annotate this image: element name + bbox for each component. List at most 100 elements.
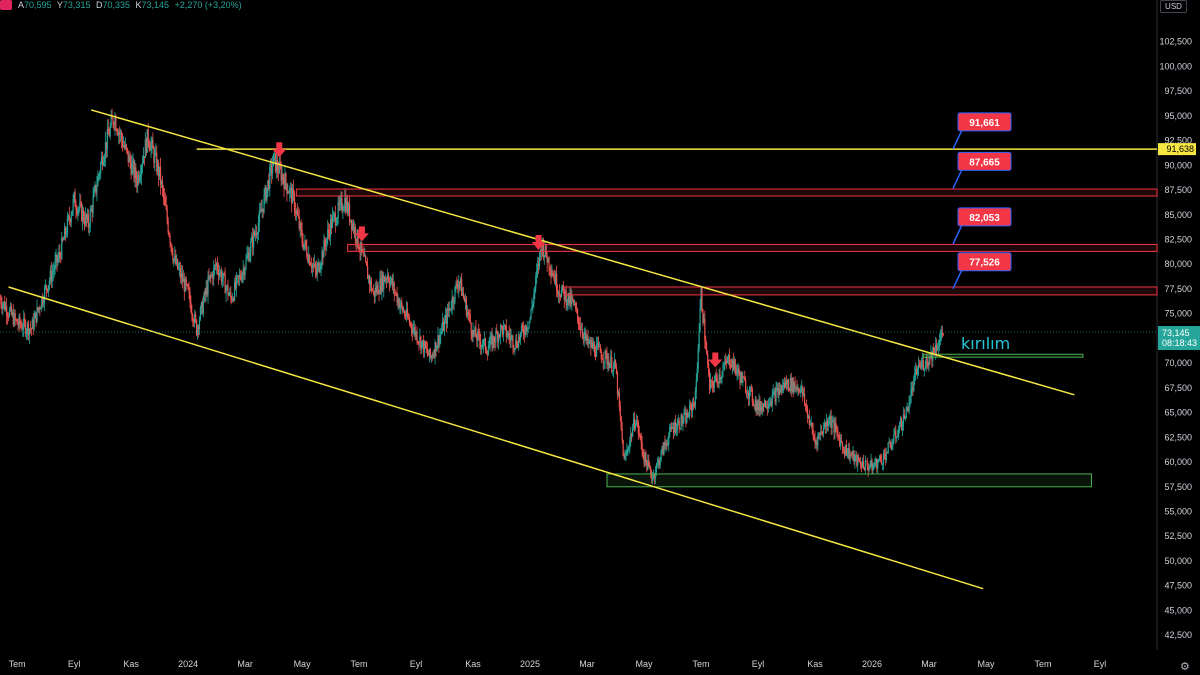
candle-body [825,420,828,427]
candle-body [743,376,745,378]
candle-body [131,163,133,175]
candle-body [387,275,390,282]
candle-body [165,205,167,210]
candle-body [687,413,689,417]
level-callout-text: 87,665 [969,157,1000,168]
candle-body [682,420,684,424]
symbol-icon[interactable] [0,0,12,10]
settings-gear-icon[interactable]: ⚙ [1180,661,1190,673]
candle-body [847,447,849,454]
candle-body [103,157,106,162]
candle-body [704,318,706,341]
candle-body [758,400,760,411]
candle-body [136,179,138,187]
candle-body [868,467,870,471]
candle-body [5,306,7,311]
candle-body [434,342,436,357]
candle-body [685,412,687,424]
candle-body [523,333,525,335]
candle-body [675,430,677,433]
candle-body [717,382,719,384]
candle-body [604,350,606,362]
candle-body [859,461,861,463]
candle-body [526,328,528,332]
candle-body [349,219,352,222]
candle-body [175,255,177,264]
candle-body [713,381,715,388]
candle-body [446,308,449,324]
candle-body [734,359,736,368]
candle-body [901,425,904,430]
candle-body [753,404,755,407]
candle-body [542,242,544,258]
candle-body [500,325,502,337]
candle-body [745,380,747,393]
candle-body [873,464,875,466]
candle-body [182,278,184,282]
candle-body [747,393,750,399]
candle-body [699,307,701,332]
candle-body [256,234,259,236]
candle-body [493,336,495,342]
candle-body [405,308,408,318]
candle-body [715,375,717,378]
candle-body [126,148,128,151]
candle-body [678,420,680,429]
candle-body [90,208,92,211]
candle-body [637,422,639,434]
candle-body [230,292,232,299]
candle-body [809,424,811,426]
candle-body [234,281,236,300]
level-callout [957,207,1012,227]
candle-body [629,440,631,449]
y-tick-label: 90,000 [1164,160,1192,170]
candle-body [366,261,368,266]
candle-body [50,270,52,282]
candle-body [925,356,927,367]
candle-body [15,319,17,320]
candle-body [20,324,22,326]
candle-body [475,327,477,338]
candle-body [831,421,833,428]
candle-body [218,272,221,276]
candle-body [624,455,626,459]
candle-body [277,169,279,174]
candle-body [380,278,382,292]
candle-body [485,350,487,353]
candle-body [254,232,257,236]
candle-body [480,341,482,348]
candle-body [235,276,238,288]
candle-body [652,473,655,479]
candle-body [407,317,410,319]
candle-body [599,345,601,353]
candle-body [548,257,550,269]
candle-body [680,415,682,429]
candle-body [305,240,307,248]
candle-body [467,312,469,314]
candle-body [99,173,101,175]
candle-body [128,155,130,163]
candle-body [884,454,886,460]
candle-body [538,252,541,267]
candle-body [833,420,835,433]
candle-body [767,404,770,409]
candle-body [109,126,111,137]
candle-body [413,327,415,330]
candle-body [98,174,100,177]
change-value: +2,270 (+3,20%) [174,0,242,10]
candle-body [881,463,884,465]
candle-body [358,247,360,251]
candle-body [888,441,890,443]
candle-body [909,402,911,403]
candle-body [148,141,150,147]
candle-body [360,242,362,252]
currency-button[interactable]: USD [1160,0,1187,13]
candle-body [364,256,366,257]
candle-body [835,423,837,429]
candle-body [535,276,537,288]
candle-body [484,338,487,351]
candle-body [585,332,587,341]
candle-body [765,407,768,408]
candle-body [223,273,225,275]
